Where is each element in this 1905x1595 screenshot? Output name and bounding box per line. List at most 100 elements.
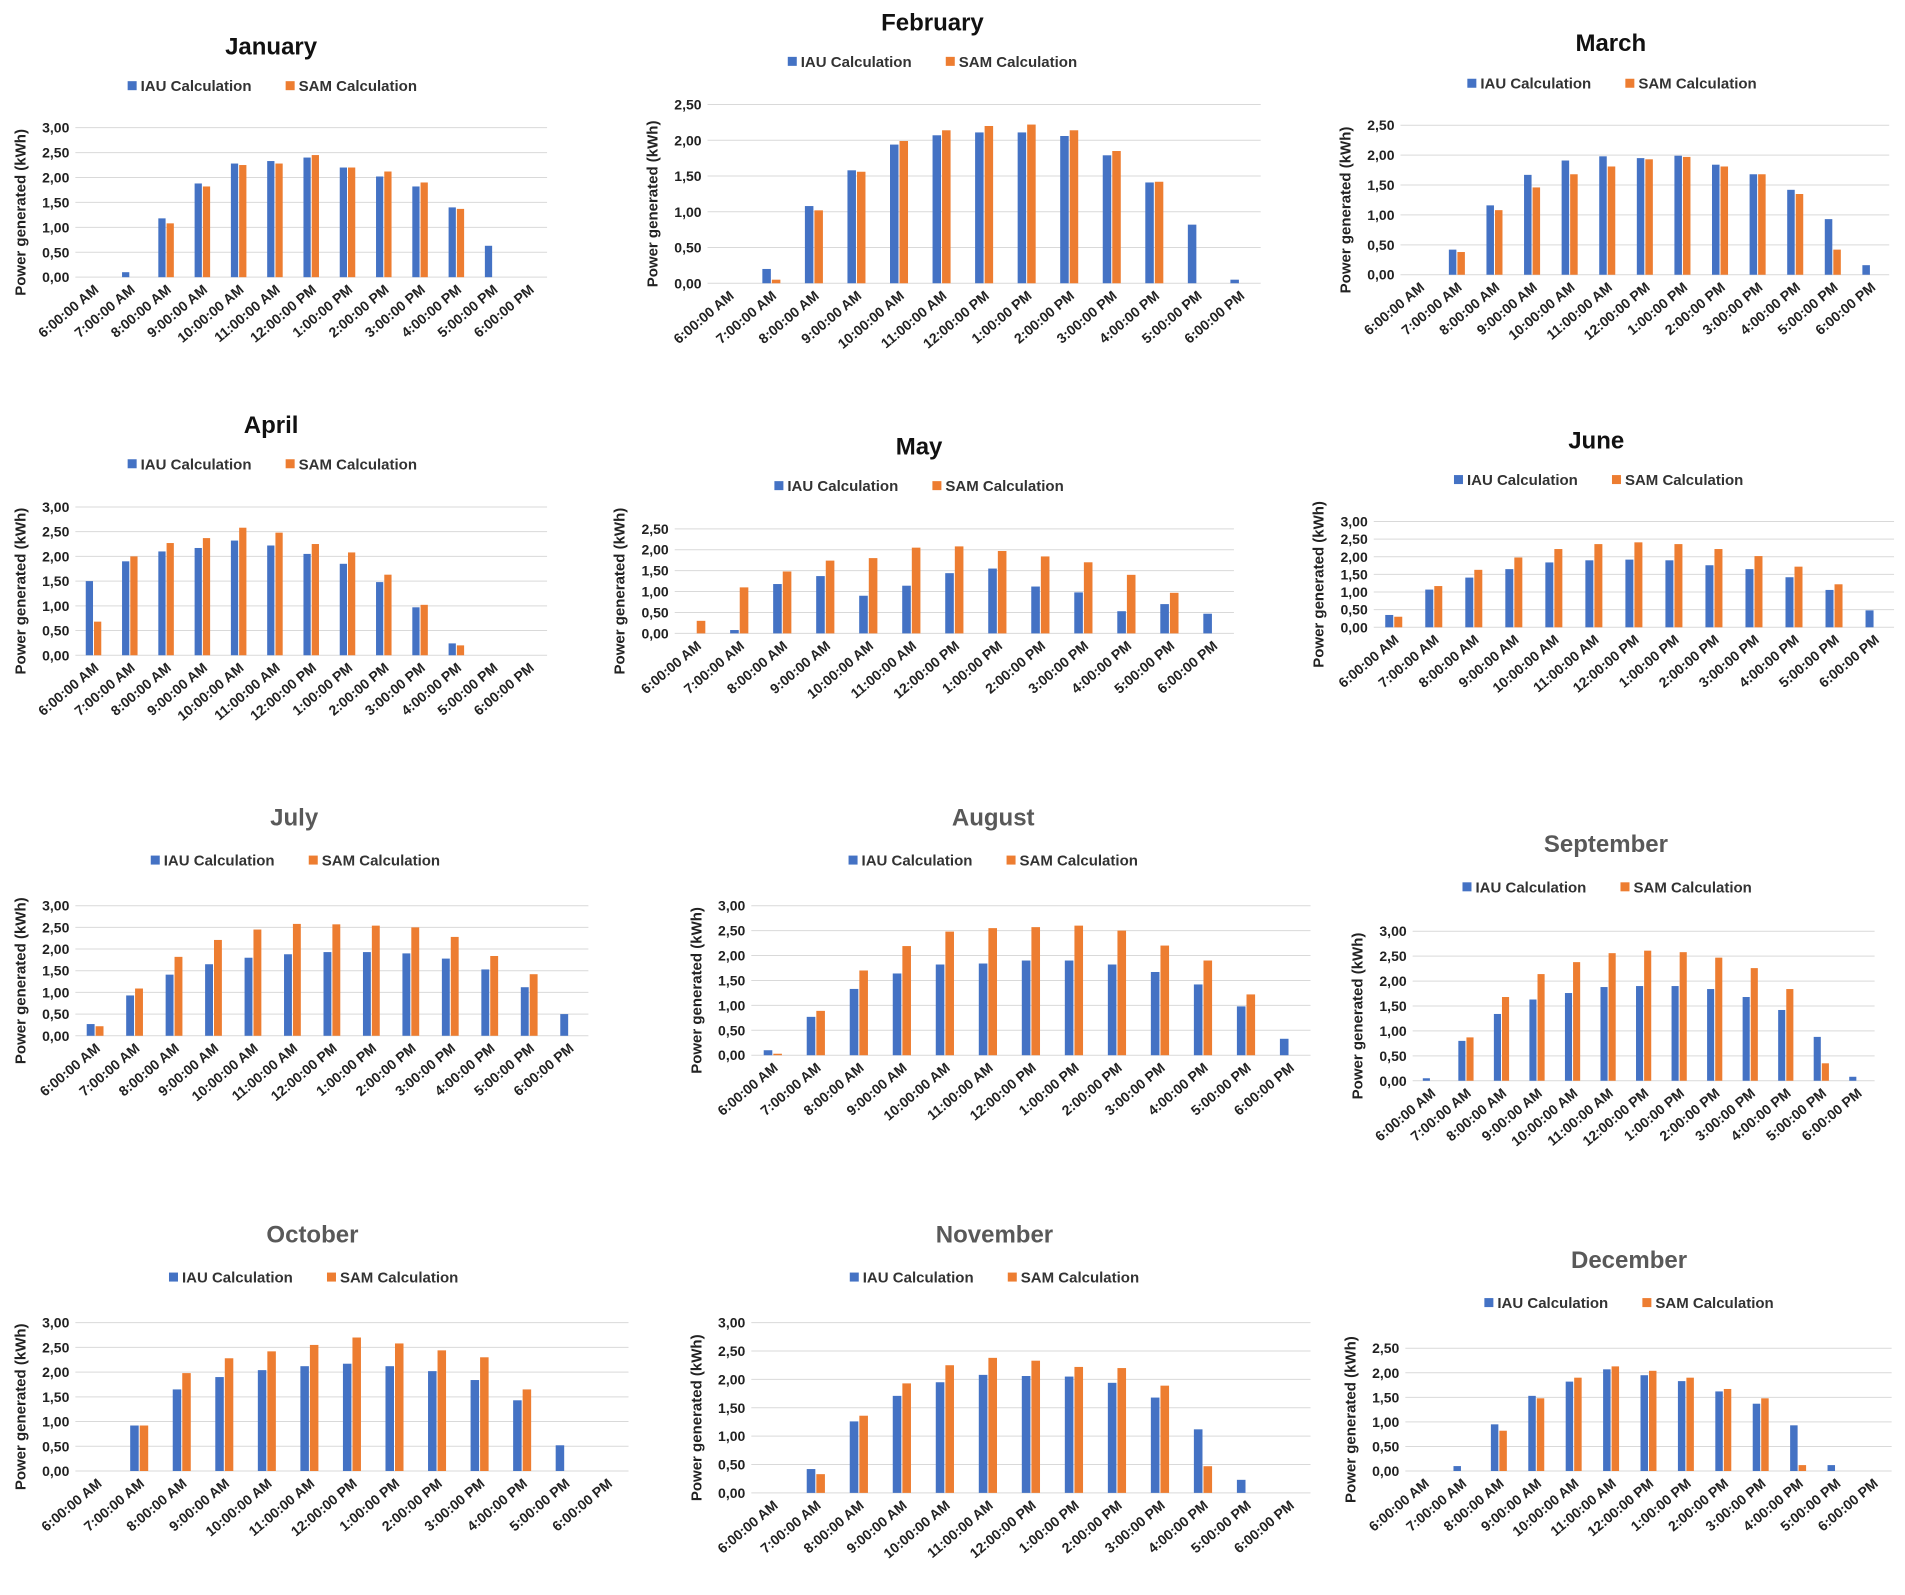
bar-sam: [1608, 953, 1616, 1081]
chart-title: January: [225, 34, 318, 61]
y-tick-label: 0,00: [42, 269, 69, 285]
y-axis-label: Power generated (kWh): [688, 1334, 705, 1501]
y-axis-label: Power generated (kWh): [1311, 501, 1328, 668]
legend-label-iau: IAU Calculation: [164, 853, 275, 870]
y-tick-label: 1,00: [1372, 1414, 1399, 1430]
y-tick-label: 1,00: [1340, 584, 1367, 600]
bar-iau: [892, 1395, 902, 1493]
legend-swatch-iau: [1484, 1298, 1494, 1308]
bar-iau: [303, 157, 311, 278]
bar-iau: [339, 167, 348, 278]
bar-iau: [975, 132, 984, 284]
bar-sam: [1074, 1366, 1084, 1493]
bar-sam: [224, 1358, 234, 1471]
legend-swatch-iau: [1462, 882, 1472, 892]
bar-iau: [1564, 993, 1573, 1081]
bar-iau: [1060, 136, 1069, 284]
legend-label-iau: IAU Calculation: [863, 1270, 974, 1287]
y-tick-label: 0,50: [42, 1006, 69, 1022]
bar-iau: [849, 1421, 859, 1493]
bar-iau: [1279, 1038, 1289, 1056]
legend-label-sam: SAM Calculation: [945, 478, 1063, 495]
y-axis-label: Power generated (kWh): [1350, 933, 1367, 1100]
y-tick-label: 2,50: [718, 923, 745, 939]
bar-sam: [1715, 957, 1723, 1081]
y-axis-label: Power generated (kWh): [645, 121, 662, 288]
legend-swatch-iau: [774, 481, 784, 491]
bar-sam: [437, 1350, 447, 1471]
bar-sam: [311, 544, 319, 656]
chart-title: December: [1571, 1247, 1687, 1274]
y-tick-label: 1,50: [42, 963, 69, 979]
bar-iau: [988, 568, 997, 634]
bar-sam: [1795, 194, 1804, 275]
legend-swatch-sam: [1007, 1272, 1017, 1282]
bar-sam: [1514, 557, 1523, 628]
bar-iau: [158, 551, 166, 656]
y-axis-label: Power generated (kWh): [12, 508, 29, 675]
legend-swatch-sam: [1620, 882, 1630, 892]
y-tick-label: 3,00: [718, 1315, 745, 1331]
bar-iau: [1603, 1369, 1611, 1471]
bar-sam: [253, 929, 262, 1036]
bar-iau: [1742, 997, 1750, 1081]
bar-sam: [1611, 1366, 1620, 1471]
legend-swatch-sam: [326, 1272, 336, 1282]
bar-sam: [1536, 1398, 1545, 1471]
bar-iau: [1636, 158, 1645, 275]
legend-swatch-sam: [932, 481, 942, 491]
bar-sam: [1645, 159, 1653, 275]
legend-label-iau: IAU Calculation: [862, 853, 973, 870]
bar-iau: [1524, 174, 1532, 275]
legend-label-iau: IAU Calculation: [1480, 76, 1591, 93]
bar-iau: [1458, 1040, 1466, 1081]
legend-label-sam: SAM Calculation: [1625, 472, 1743, 489]
y-tick-label: 1,00: [641, 584, 668, 600]
y-tick-label: 1,00: [42, 984, 69, 1000]
bar-sam: [292, 923, 301, 1036]
y-tick-label: 1,00: [1367, 207, 1394, 223]
bar-sam: [239, 165, 247, 278]
bar-sam: [352, 1337, 361, 1471]
bar-sam: [456, 645, 465, 656]
legend-swatch-iau: [127, 81, 137, 91]
bar-sam: [1574, 1377, 1582, 1471]
y-tick-label: 2,50: [1372, 1340, 1399, 1356]
bar-iau: [1160, 604, 1169, 634]
y-tick-label: 0,00: [641, 625, 668, 641]
bar-iau: [172, 1389, 182, 1471]
y-tick-label: 0,00: [1340, 619, 1367, 635]
bar-sam: [902, 946, 911, 1056]
bar-iau: [1862, 265, 1870, 275]
bar-sam: [182, 1373, 191, 1471]
bar-sam: [945, 931, 954, 1056]
legend-swatch-sam: [1006, 855, 1016, 865]
bar-iau: [1425, 589, 1434, 628]
bar-iau: [448, 643, 456, 656]
bar-iau: [448, 207, 456, 278]
bar-iau: [1674, 155, 1682, 275]
bar-sam: [868, 558, 878, 634]
bar-iau: [376, 176, 384, 278]
y-tick-label: 1,00: [674, 204, 701, 220]
bar-sam: [480, 1357, 489, 1471]
bar-sam: [1554, 549, 1563, 628]
bar-sam: [1117, 930, 1127, 1056]
bar-iau: [730, 630, 739, 634]
bar-sam: [1570, 174, 1578, 275]
bar-iau: [441, 958, 450, 1036]
legend-label-iau: IAU Calculation: [182, 1270, 293, 1287]
y-tick-label: 1,50: [641, 563, 668, 579]
bar-sam: [384, 171, 392, 278]
chart-title: September: [1544, 831, 1668, 858]
bar-sam: [135, 988, 143, 1036]
bar-sam: [1203, 960, 1213, 1056]
y-tick-label: 0,00: [1372, 1463, 1399, 1479]
bar-sam: [371, 925, 380, 1036]
bar-iau: [158, 218, 166, 278]
bar-iau: [773, 584, 782, 634]
bar-iau: [303, 553, 311, 656]
bar-iau: [339, 563, 348, 656]
legend-swatch-sam: [1625, 78, 1635, 88]
y-tick-label: 0,50: [42, 1438, 69, 1454]
